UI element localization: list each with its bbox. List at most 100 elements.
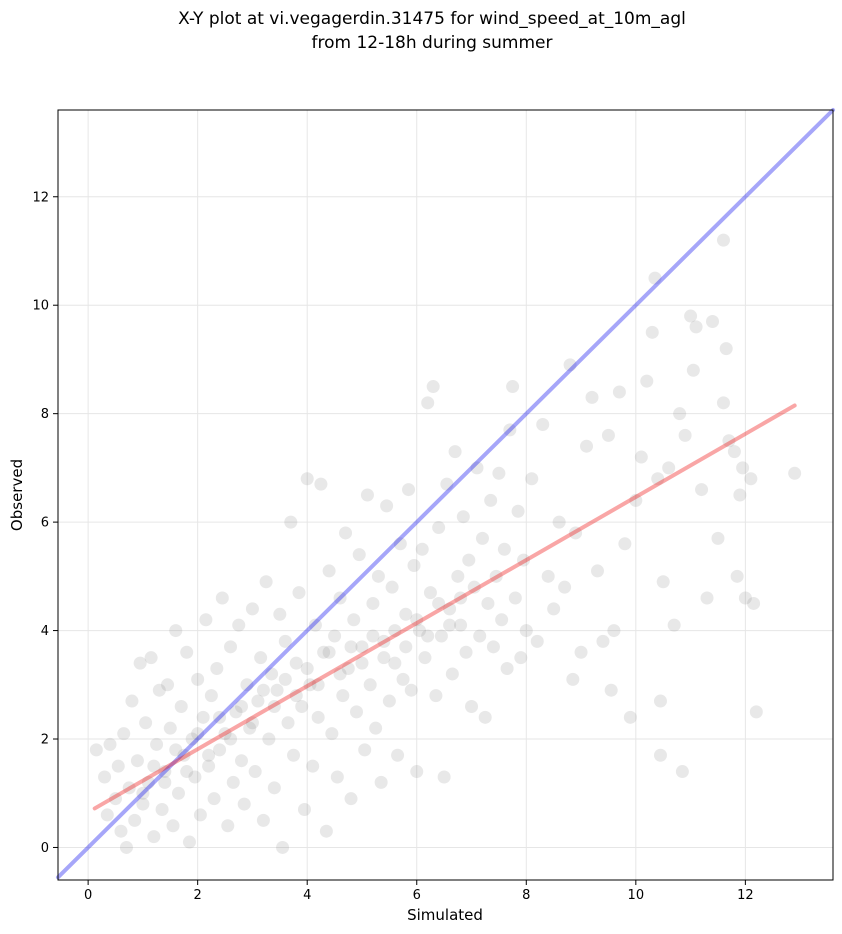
scatter-point [486, 640, 500, 654]
scatter-point [202, 748, 216, 762]
scatter-point [388, 656, 402, 670]
scatter-point [234, 754, 248, 768]
scatter-point [481, 596, 495, 610]
grid [58, 110, 833, 880]
scatter-point [229, 705, 243, 719]
scatter-point [500, 662, 514, 676]
scatter-point [423, 586, 437, 600]
scatter-point [519, 624, 533, 638]
scatter-point [380, 499, 394, 513]
scatter-point [711, 531, 725, 545]
scatter-point [224, 640, 238, 654]
scatter-point [686, 363, 700, 377]
scatter-point [325, 727, 339, 741]
scatter-point [391, 748, 405, 762]
scatter-point [451, 569, 465, 583]
y-tick-label: 6 [41, 516, 49, 531]
scatter-point [207, 792, 221, 806]
scatter-point [730, 569, 744, 583]
scatter-point [215, 591, 229, 605]
scatter-point [517, 553, 531, 567]
scatter-point [166, 819, 180, 833]
scatter-point [254, 651, 268, 665]
scatter-point [191, 672, 205, 686]
scatter-point [371, 569, 385, 583]
scatter-point [297, 803, 311, 817]
scatter-point [317, 645, 331, 659]
scatter-point [727, 445, 741, 459]
scatter-point [399, 607, 413, 621]
scatter-point [128, 813, 142, 827]
scatter-point [336, 689, 350, 703]
scatter-point [98, 770, 112, 784]
scatter-point [234, 699, 248, 713]
y-tick-label: 10 [32, 299, 49, 314]
x-axis-ticks: 0 2 4 6 8 10 12 [84, 880, 754, 903]
scatter-point [287, 748, 301, 762]
scatter-point [289, 656, 303, 670]
scatter-point [744, 472, 758, 486]
scatter-point [738, 591, 752, 605]
scatter-point [473, 629, 487, 643]
scatter-point [344, 640, 358, 654]
scatter-point [656, 575, 670, 589]
scatter-point [399, 640, 413, 654]
scatter-point [547, 602, 561, 616]
scatter-point [489, 569, 503, 583]
scatter-point [193, 808, 207, 822]
scatter-point [492, 466, 506, 480]
scatter-point [251, 694, 265, 708]
scatter-point [284, 515, 298, 529]
scatter-point [161, 678, 175, 692]
scatter-point [377, 634, 391, 648]
scatter-point [360, 488, 374, 502]
scatter-point [511, 504, 525, 518]
scatter-point [426, 380, 440, 394]
scatter-point [443, 618, 457, 632]
scatter-point [385, 580, 399, 594]
scatter-point [689, 320, 703, 334]
scatter-point [213, 743, 227, 757]
scatter-point [333, 667, 347, 681]
scatter-point [265, 667, 279, 681]
scatter-point [462, 553, 476, 567]
scatter-point [232, 618, 246, 632]
scatter-point [276, 840, 290, 854]
scatter-point [601, 428, 615, 442]
scatter-point [623, 710, 637, 724]
scatter-point [612, 385, 626, 399]
scatter-point [117, 727, 131, 741]
scatter-point [180, 645, 194, 659]
scatter-point [163, 721, 177, 735]
scatter-point [300, 472, 314, 486]
scatter-point [369, 721, 383, 735]
scatter-point [182, 835, 196, 849]
scatter-point [667, 618, 681, 632]
scatter-point [347, 613, 361, 627]
scatter-point [210, 662, 224, 676]
scatter-point [158, 765, 172, 779]
y-tick-label: 4 [41, 624, 49, 639]
scatter-point [141, 775, 155, 789]
scatter-point [629, 493, 643, 507]
scatter-point [684, 309, 698, 323]
scatter-point [89, 743, 103, 757]
scatter-point [256, 813, 270, 827]
scatter-point [267, 781, 281, 795]
scatter-point [445, 667, 459, 681]
scatter-point [103, 737, 117, 751]
scatter-point [648, 271, 662, 285]
y-tick-label: 12 [32, 190, 49, 205]
scatter-point [363, 678, 377, 692]
scatter-point [311, 710, 325, 724]
scatter-point [396, 672, 410, 686]
scatter-point [722, 434, 736, 448]
scatter-point [585, 390, 599, 404]
scatter-points [89, 233, 802, 854]
scatter-point [199, 613, 213, 627]
scatter-point [243, 721, 257, 735]
scatter-point [202, 759, 216, 773]
scatter-point [144, 651, 158, 665]
scatter-point [191, 727, 205, 741]
